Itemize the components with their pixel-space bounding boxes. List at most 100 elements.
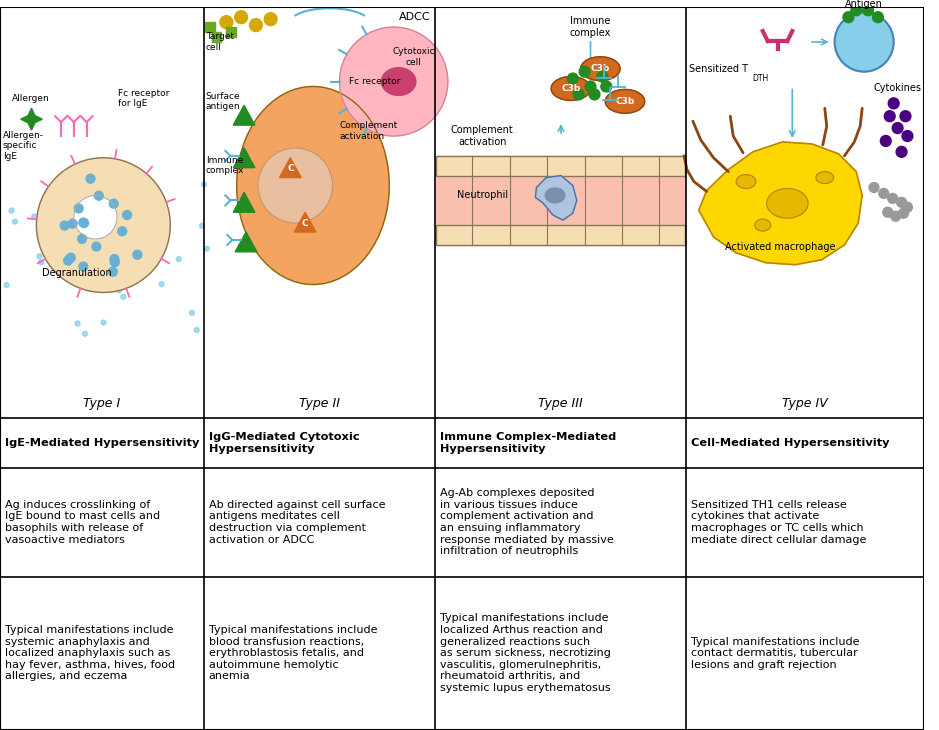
Bar xyxy=(436,155,685,245)
Text: Allergen: Allergen xyxy=(12,94,50,103)
Circle shape xyxy=(585,81,596,92)
Circle shape xyxy=(38,260,44,265)
Circle shape xyxy=(37,254,42,258)
Text: Cytokines: Cytokines xyxy=(873,83,921,93)
Circle shape xyxy=(340,27,448,136)
Circle shape xyxy=(896,147,907,157)
Text: Immune
complex: Immune complex xyxy=(206,156,244,175)
Polygon shape xyxy=(233,193,254,212)
Text: Typical manifestations include
localized Arthus reaction and
generalized reactio: Typical manifestations include localized… xyxy=(440,613,610,693)
Polygon shape xyxy=(233,105,254,125)
Polygon shape xyxy=(535,176,577,220)
Circle shape xyxy=(9,208,14,213)
Text: Fc receptor: Fc receptor xyxy=(349,77,401,86)
Circle shape xyxy=(872,12,884,23)
Circle shape xyxy=(86,174,95,183)
Ellipse shape xyxy=(816,172,834,183)
Bar xyxy=(436,155,685,176)
FancyBboxPatch shape xyxy=(226,27,237,37)
Circle shape xyxy=(220,16,233,28)
Text: C3b: C3b xyxy=(615,97,635,106)
Polygon shape xyxy=(294,212,316,232)
Circle shape xyxy=(589,89,600,100)
Circle shape xyxy=(116,288,121,293)
Circle shape xyxy=(109,199,118,208)
Circle shape xyxy=(870,182,879,193)
Polygon shape xyxy=(21,108,42,130)
Circle shape xyxy=(12,219,18,224)
Circle shape xyxy=(67,253,75,262)
Text: Type IV: Type IV xyxy=(782,397,828,410)
Ellipse shape xyxy=(767,188,808,218)
Text: Ab directed against cell surface
antigens meditates cell
destruction via complem: Ab directed against cell surface antigen… xyxy=(208,500,385,545)
Text: Type I: Type I xyxy=(84,397,120,410)
Circle shape xyxy=(892,123,903,134)
Circle shape xyxy=(579,66,590,77)
Circle shape xyxy=(199,223,205,228)
FancyBboxPatch shape xyxy=(205,22,214,32)
Circle shape xyxy=(843,12,854,23)
Text: Allergen-
specific
IgE: Allergen- specific IgE xyxy=(3,131,44,161)
Circle shape xyxy=(891,211,901,221)
Ellipse shape xyxy=(580,57,620,80)
Polygon shape xyxy=(280,158,301,177)
Ellipse shape xyxy=(237,87,390,285)
Text: IgG-Mediated Cytotoxic
Hypersensitivity: IgG-Mediated Cytotoxic Hypersensitivity xyxy=(208,432,360,454)
Text: Sensitized T: Sensitized T xyxy=(689,64,748,74)
Circle shape xyxy=(32,214,37,219)
Circle shape xyxy=(79,218,87,227)
Circle shape xyxy=(95,191,103,200)
Circle shape xyxy=(879,188,888,199)
Text: Degranulation: Degranulation xyxy=(42,268,112,277)
Circle shape xyxy=(899,208,908,218)
Text: Type III: Type III xyxy=(538,397,583,410)
Circle shape xyxy=(75,321,80,326)
Circle shape xyxy=(902,131,913,142)
Circle shape xyxy=(110,255,118,264)
Text: Surface
antigen: Surface antigen xyxy=(206,92,240,111)
Polygon shape xyxy=(236,232,257,252)
Circle shape xyxy=(101,320,106,325)
Ellipse shape xyxy=(755,219,771,231)
Ellipse shape xyxy=(381,68,416,96)
Text: Target
cell: Target cell xyxy=(206,32,234,52)
Text: ADCC: ADCC xyxy=(399,12,430,22)
Circle shape xyxy=(60,221,69,230)
Text: Immune
complex: Immune complex xyxy=(570,16,611,38)
Circle shape xyxy=(133,250,142,259)
Circle shape xyxy=(567,73,578,84)
Circle shape xyxy=(190,310,194,315)
Circle shape xyxy=(250,19,262,31)
Circle shape xyxy=(885,111,895,122)
Circle shape xyxy=(108,267,117,276)
Circle shape xyxy=(92,242,100,251)
Circle shape xyxy=(597,71,608,82)
Circle shape xyxy=(835,12,894,72)
Polygon shape xyxy=(699,142,862,265)
Circle shape xyxy=(258,148,332,223)
Circle shape xyxy=(79,262,87,271)
Circle shape xyxy=(205,246,209,251)
Text: Sensitized TH1 cells release
cytokines that activate
macrophages or TC cells whi: Sensitized TH1 cells release cytokines t… xyxy=(691,500,867,545)
Circle shape xyxy=(121,294,126,299)
Polygon shape xyxy=(233,148,254,168)
Circle shape xyxy=(123,210,131,220)
Bar xyxy=(436,155,685,176)
Text: C3b: C3b xyxy=(562,84,580,93)
Text: Type II: Type II xyxy=(299,397,340,410)
Circle shape xyxy=(117,227,127,236)
Text: IgE-Mediated Hypersensitivity: IgE-Mediated Hypersensitivity xyxy=(5,438,199,448)
Circle shape xyxy=(851,5,862,16)
Circle shape xyxy=(235,11,248,23)
Circle shape xyxy=(177,257,181,261)
Circle shape xyxy=(111,258,119,266)
Text: Complement
activation: Complement activation xyxy=(340,121,398,141)
Circle shape xyxy=(202,182,207,187)
Ellipse shape xyxy=(736,174,756,188)
Circle shape xyxy=(194,328,199,333)
Circle shape xyxy=(4,283,9,288)
Text: Neutrophil: Neutrophil xyxy=(456,191,508,201)
Circle shape xyxy=(888,98,899,109)
Circle shape xyxy=(863,5,873,16)
Circle shape xyxy=(901,111,911,122)
